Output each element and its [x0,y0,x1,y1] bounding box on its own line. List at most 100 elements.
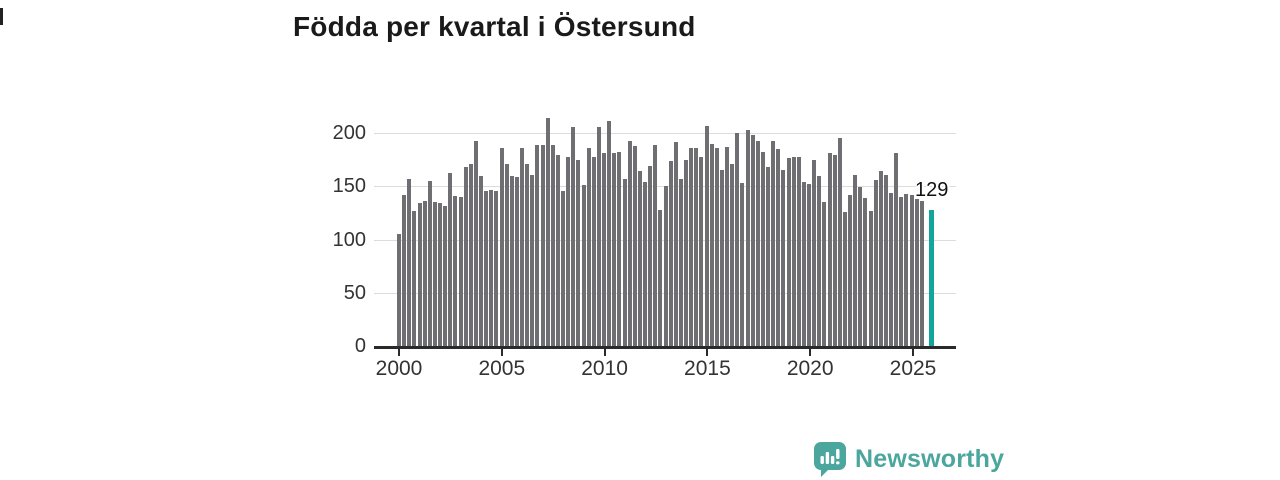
bar [438,203,442,347]
bar [520,148,524,347]
y-axis-label: 150 [332,175,366,198]
x-axis-line [374,346,956,349]
bar [586,148,591,347]
x-axis-tick [809,348,812,356]
bar [883,174,888,347]
bar [791,156,796,347]
bar [832,155,837,347]
bar [561,190,565,347]
bar [786,157,791,347]
bar [750,135,755,347]
bar [484,190,489,347]
bar [463,167,468,347]
y-axis-label: 100 [332,228,366,251]
bar [596,126,601,347]
x-axis-label: 2015 [684,357,731,380]
x-axis-label: 2025 [889,357,937,380]
bar [489,189,494,347]
bar [632,145,637,347]
bar [755,140,760,347]
bar [653,144,658,347]
bar [643,182,647,347]
bar [663,186,668,347]
bar [796,156,801,347]
bar [581,185,586,347]
bar [801,182,806,347]
bar [730,164,735,347]
bar [837,138,842,347]
bar [504,164,509,347]
y-axis-label: 200 [332,122,366,145]
bar [766,167,770,347]
bar [709,143,714,347]
bar [673,141,678,347]
bar [607,121,612,347]
bar [812,159,817,347]
bar [668,160,673,347]
bar [555,155,560,347]
bar [878,171,883,347]
gridline [374,133,956,135]
bar [402,194,407,347]
bar [479,175,483,347]
newsworthy-logo-text: Newsworthy [855,444,1005,473]
bar [842,211,847,347]
bar [448,172,453,347]
bar [417,203,422,347]
bar [545,118,550,347]
bar [853,174,858,347]
bar [397,234,401,347]
bar [443,205,448,347]
plot-area [374,110,956,347]
bar [699,156,704,347]
bar [776,149,781,347]
bar [627,140,632,347]
bar [858,187,863,347]
bar [612,153,617,347]
bar [735,133,740,347]
bar [432,202,437,347]
y-axis-label: 0 [354,335,366,357]
bar [648,166,653,347]
bar [422,201,427,347]
bar [566,156,571,347]
corner-artifact [0,8,3,25]
bar [637,171,642,347]
x-axis-tick [706,348,709,356]
bar [427,181,432,347]
x-axis-tick [398,348,400,356]
x-axis-tick [912,348,914,356]
bar [827,153,832,347]
bar [468,164,473,347]
bar [525,164,530,347]
bar [499,148,504,347]
bar [684,159,688,347]
newsworthy-bubble-chart-icon [812,441,846,477]
bar [817,175,822,347]
bar [694,148,699,347]
bar [781,170,786,347]
bar [909,194,914,347]
bar [904,193,909,347]
bar [494,190,499,347]
y-axis-label: 50 [343,281,366,304]
bar [453,195,458,347]
bar [678,178,683,347]
bar [509,175,514,347]
x-axis-label: 2020 [786,357,834,380]
bar [848,194,852,347]
bar [412,210,417,347]
bar [530,174,535,347]
bar [725,146,729,347]
bar [873,179,878,347]
bars-layer [397,110,956,347]
bar-highlighted [928,209,934,347]
bar [740,183,745,347]
latest-value-annotation: 129 [915,179,949,201]
bar [889,192,893,347]
bar [868,210,873,347]
x-axis-tick [500,348,503,356]
bar [771,140,776,347]
bar [658,209,663,347]
